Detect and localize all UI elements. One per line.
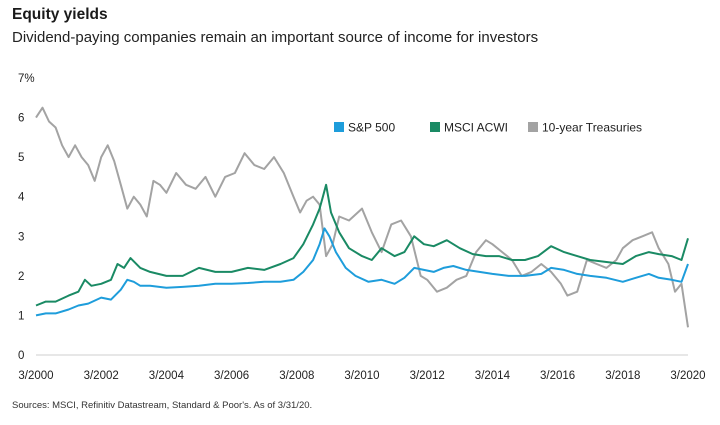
source-note: Sources: MSCI, Refinitiv Datastream, Sta… [12,400,313,411]
legend-item: 10-year Treasuries [528,121,642,135]
chart-subtitle: Dividend-paying companies remain an impo… [12,29,539,46]
x-tick-label: 3/2014 [475,370,511,382]
y-tick-label: 3 [18,231,24,243]
y-tick-label: 5 [18,152,24,164]
legend: S&P 500 MSCI ACWI 10-year Treasuries [334,121,642,135]
series-line-s-p-500 [35,227,689,317]
y-tick-label: 4 [18,192,25,204]
y-tick-label: 6 [18,113,24,125]
legend-label: 10-year Treasuries [542,121,642,135]
plot-area [35,106,689,328]
x-tick-label: 3/2020 [670,370,705,382]
y-axis: 0 1 2 3 4 5 6 7% [18,73,35,362]
x-tick-label: 3/2010 [344,370,379,382]
x-tick-label: 3/2018 [605,370,640,382]
x-tick-label: 3/2004 [149,370,185,382]
legend-label: MSCI ACWI [444,121,508,135]
x-tick-label: 3/2016 [540,370,575,382]
x-tick-label: 3/2002 [84,370,119,382]
chart-title: Equity yields [12,6,108,23]
y-tick-label: 1 [18,310,24,322]
x-tick-label: 3/2008 [279,370,314,382]
x-tick-label: 3/2012 [410,370,445,382]
x-axis: 3/2000 3/2002 3/2004 3/2006 3/2008 3/2010 3/20… [18,370,705,382]
y-tick-label: 0 [18,350,24,362]
legend-swatch [430,122,440,132]
y-tick-label: 2 [18,271,24,283]
legend-item: S&P 500 [334,121,395,135]
legend-label: S&P 500 [348,121,395,135]
series-line-10-year-treasuries [35,106,689,328]
y-tick-label: 7% [18,73,35,85]
legend-swatch [528,122,538,132]
legend-swatch [334,122,344,132]
legend-item: MSCI ACWI [430,121,508,135]
series-line-msci-acwi [35,183,689,307]
x-tick-label: 3/2000 [18,370,53,382]
x-tick-label: 3/2006 [214,370,249,382]
